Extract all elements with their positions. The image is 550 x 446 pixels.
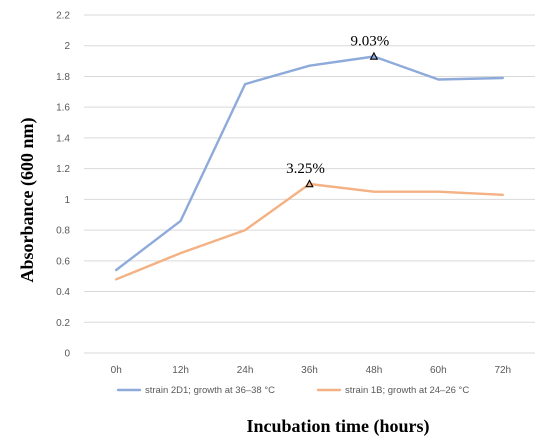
- x-tick-label: 36h: [301, 365, 318, 376]
- x-tick-label: 24h: [237, 365, 254, 376]
- y-tick-label: 1.8: [56, 72, 70, 83]
- y-tick-label: 1.4: [56, 133, 70, 144]
- x-tick-label: 48h: [366, 365, 383, 376]
- series-line-2: [114, 182, 504, 281]
- y-tick-label: 1.6: [56, 103, 70, 114]
- legend-entry: strain 2D1; growth at 36–38 °C: [145, 385, 275, 396]
- annotations: 9.03% 3.25%: [286, 33, 389, 177]
- legend-entry: strain 1B; growth at 24–26 °C: [345, 385, 469, 396]
- y-tick-label: 1: [64, 195, 70, 206]
- x-tick-label: 12h: [172, 365, 189, 376]
- y-tick-label: 0.8: [56, 226, 70, 237]
- x-axis-label: Incubation time (hours): [246, 416, 429, 437]
- y-tick-label: 1.2: [56, 164, 70, 175]
- peak-markers: [305, 51, 379, 188]
- y-tick-label: 0: [64, 349, 70, 360]
- y-tick-label: 2.2: [56, 11, 70, 22]
- x-tick-label: 60h: [430, 365, 447, 376]
- gridlines: [84, 14, 535, 354]
- peak-marker-triangle: [305, 179, 314, 188]
- peak-annotation: 3.25%: [286, 161, 325, 177]
- y-axis-ticks: 0 0.2 0.4 0.6 0.8 1 1.2 1.4 1.6 1.8 2 2.2: [56, 11, 70, 360]
- x-tick-label: 72h: [494, 365, 511, 376]
- y-tick-label: 0.2: [56, 318, 70, 329]
- y-tick-label: 2: [64, 41, 70, 52]
- y-axis-label: Absorbance (600 nm): [17, 117, 38, 282]
- legend: strain 2D1; growth at 36–38 °C strain 1B;…: [116, 385, 469, 396]
- peak-marker-triangle: [369, 51, 379, 60]
- y-tick-label: 0.6: [56, 256, 70, 267]
- peak-annotation: 9.03%: [351, 33, 390, 49]
- x-tick-label: 0h: [111, 365, 122, 376]
- y-tick-label: 0.4: [56, 287, 70, 298]
- x-axis-ticks: 0h 12h 24h 36h 48h 60h 72h: [111, 365, 511, 376]
- series-line-1: [114, 55, 504, 272]
